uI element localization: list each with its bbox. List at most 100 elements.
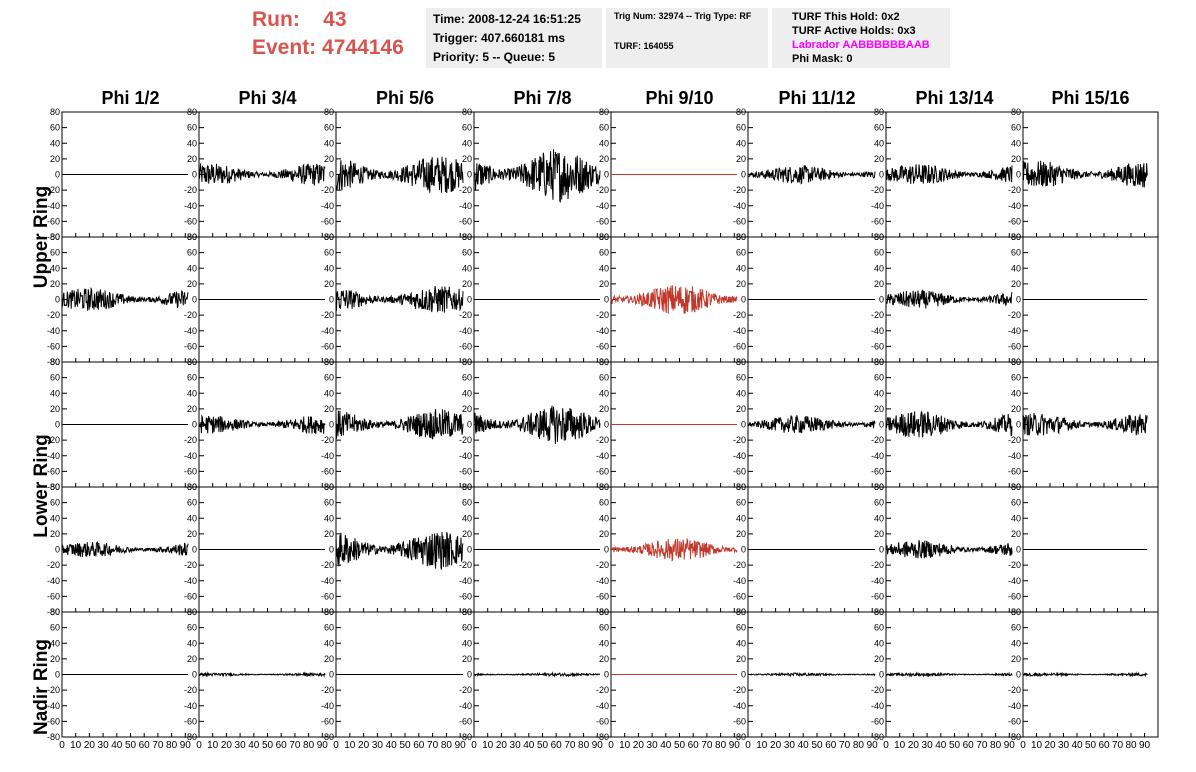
x-tick-label: 80 xyxy=(1125,740,1137,751)
y-tick-label: 60 xyxy=(324,623,334,633)
x-tick-label: 50 xyxy=(125,740,137,751)
y-tick-label: 0 xyxy=(879,545,884,555)
y-tick-label: 20 xyxy=(324,404,334,414)
y-tick-label: 0 xyxy=(55,420,60,430)
y-tick-label: -60 xyxy=(47,216,60,226)
y-tick-label: 40 xyxy=(874,388,884,398)
waveform-trace xyxy=(1022,413,1148,436)
y-tick-label: -60 xyxy=(733,216,746,226)
y-tick-label: 0 xyxy=(55,170,60,180)
y-tick-label: -20 xyxy=(459,685,472,695)
x-tick-label: 50 xyxy=(949,740,961,751)
y-tick-label: 60 xyxy=(324,498,334,508)
y-tick-label: -60 xyxy=(871,341,884,351)
y-tick-label: -40 xyxy=(871,576,884,586)
y-tick-label: -40 xyxy=(733,701,746,711)
x-tick-label: 60 xyxy=(551,740,563,751)
column-title: Phi 15/16 xyxy=(1051,88,1129,108)
waveform-trace xyxy=(747,415,876,434)
waveform-trace xyxy=(61,541,189,557)
turf-info-box: TURF This Hold: 0x2 TURF Active Holds: 0… xyxy=(772,8,950,68)
y-tick-label: 60 xyxy=(187,498,197,508)
y-tick-label: 40 xyxy=(599,138,609,148)
run-event-box: Run: 43 Event: 4744146 xyxy=(252,6,422,68)
y-tick-label: -80 xyxy=(871,732,884,742)
x-tick-label: 90 xyxy=(455,740,467,751)
y-tick-label: 60 xyxy=(599,248,609,258)
y-tick-label: -20 xyxy=(871,310,884,320)
y-tick-label: 80 xyxy=(1011,607,1021,617)
y-tick-label: 40 xyxy=(736,263,746,273)
x-tick-label: 0 xyxy=(471,740,477,751)
y-tick-label: -60 xyxy=(1008,716,1021,726)
y-tick-label: 40 xyxy=(599,388,609,398)
x-tick-label: 40 xyxy=(386,740,398,751)
waveform-trace xyxy=(335,531,464,571)
y-tick-label: 40 xyxy=(462,513,472,523)
y-tick-label: 20 xyxy=(1011,154,1021,164)
y-tick-label: 20 xyxy=(736,529,746,539)
y-tick-label: 20 xyxy=(736,279,746,289)
x-tick-label: 20 xyxy=(908,740,920,751)
y-tick-label: 60 xyxy=(1011,123,1021,133)
y-tick-label: -20 xyxy=(184,560,197,570)
x-tick-label: 10 xyxy=(70,740,82,751)
y-tick-label: -60 xyxy=(596,716,609,726)
y-tick-label: -60 xyxy=(459,216,472,226)
x-tick-label: 70 xyxy=(289,740,301,751)
y-tick-label: 20 xyxy=(599,529,609,539)
y-tick-label: 0 xyxy=(329,670,334,680)
waveform-trace xyxy=(748,165,876,185)
y-tick-label: -60 xyxy=(184,716,197,726)
column-title: Phi 13/14 xyxy=(915,88,993,108)
y-tick-label: 0 xyxy=(741,670,746,680)
y-tick-label: -20 xyxy=(1008,560,1021,570)
y-tick-label: -20 xyxy=(596,185,609,195)
y-tick-label: 80 xyxy=(324,607,334,617)
y-tick-label: -20 xyxy=(321,435,334,445)
y-tick-label: 40 xyxy=(1011,513,1021,523)
y-tick-label: 0 xyxy=(192,545,197,555)
x-tick-label: 60 xyxy=(825,740,837,751)
y-tick-label: -60 xyxy=(596,216,609,226)
y-tick-label: -40 xyxy=(184,326,197,336)
y-tick-label: -20 xyxy=(321,685,334,695)
x-tick-label: 0 xyxy=(1020,740,1026,751)
y-tick-label: -20 xyxy=(871,560,884,570)
y-tick-label: 80 xyxy=(462,357,472,367)
y-tick-label: 40 xyxy=(462,388,472,398)
y-tick-label: -40 xyxy=(321,701,334,711)
y-tick-label: 0 xyxy=(604,545,609,555)
y-tick-label: 80 xyxy=(462,607,472,617)
y-tick-label: 80 xyxy=(599,107,609,117)
x-tick-label: 80 xyxy=(578,740,590,751)
x-tick-label: 30 xyxy=(372,740,384,751)
waveform-trace xyxy=(198,163,326,186)
y-tick-label: -60 xyxy=(871,716,884,726)
y-tick-label: 80 xyxy=(50,357,60,367)
y-tick-label: 60 xyxy=(1011,373,1021,383)
x-tick-label: 0 xyxy=(59,740,65,751)
x-tick-label: 90 xyxy=(1139,740,1151,751)
y-tick-label: 60 xyxy=(187,623,197,633)
y-tick-label: 0 xyxy=(467,545,472,555)
y-tick-label: 60 xyxy=(462,248,472,258)
y-tick-label: -40 xyxy=(1008,701,1021,711)
y-tick-label: 60 xyxy=(1011,498,1021,508)
column-title: Phi 1/2 xyxy=(101,88,159,108)
waveform-trace xyxy=(885,671,1013,678)
x-tick-label: 10 xyxy=(756,740,768,751)
x-tick-label: 40 xyxy=(523,740,535,751)
y-tick-label: -40 xyxy=(321,451,334,461)
y-tick-label: 40 xyxy=(50,638,60,648)
y-tick-label: -40 xyxy=(1008,451,1021,461)
y-tick-label: 60 xyxy=(874,373,884,383)
y-tick-label: 40 xyxy=(187,388,197,398)
y-tick-label: 0 xyxy=(1016,545,1021,555)
y-tick-label: -20 xyxy=(321,560,334,570)
y-tick-label: 0 xyxy=(329,420,334,430)
x-tick-label: 60 xyxy=(276,740,288,751)
y-tick-label: -40 xyxy=(459,451,472,461)
x-tick-label: 40 xyxy=(248,740,260,751)
y-tick-label: -80 xyxy=(596,732,609,742)
